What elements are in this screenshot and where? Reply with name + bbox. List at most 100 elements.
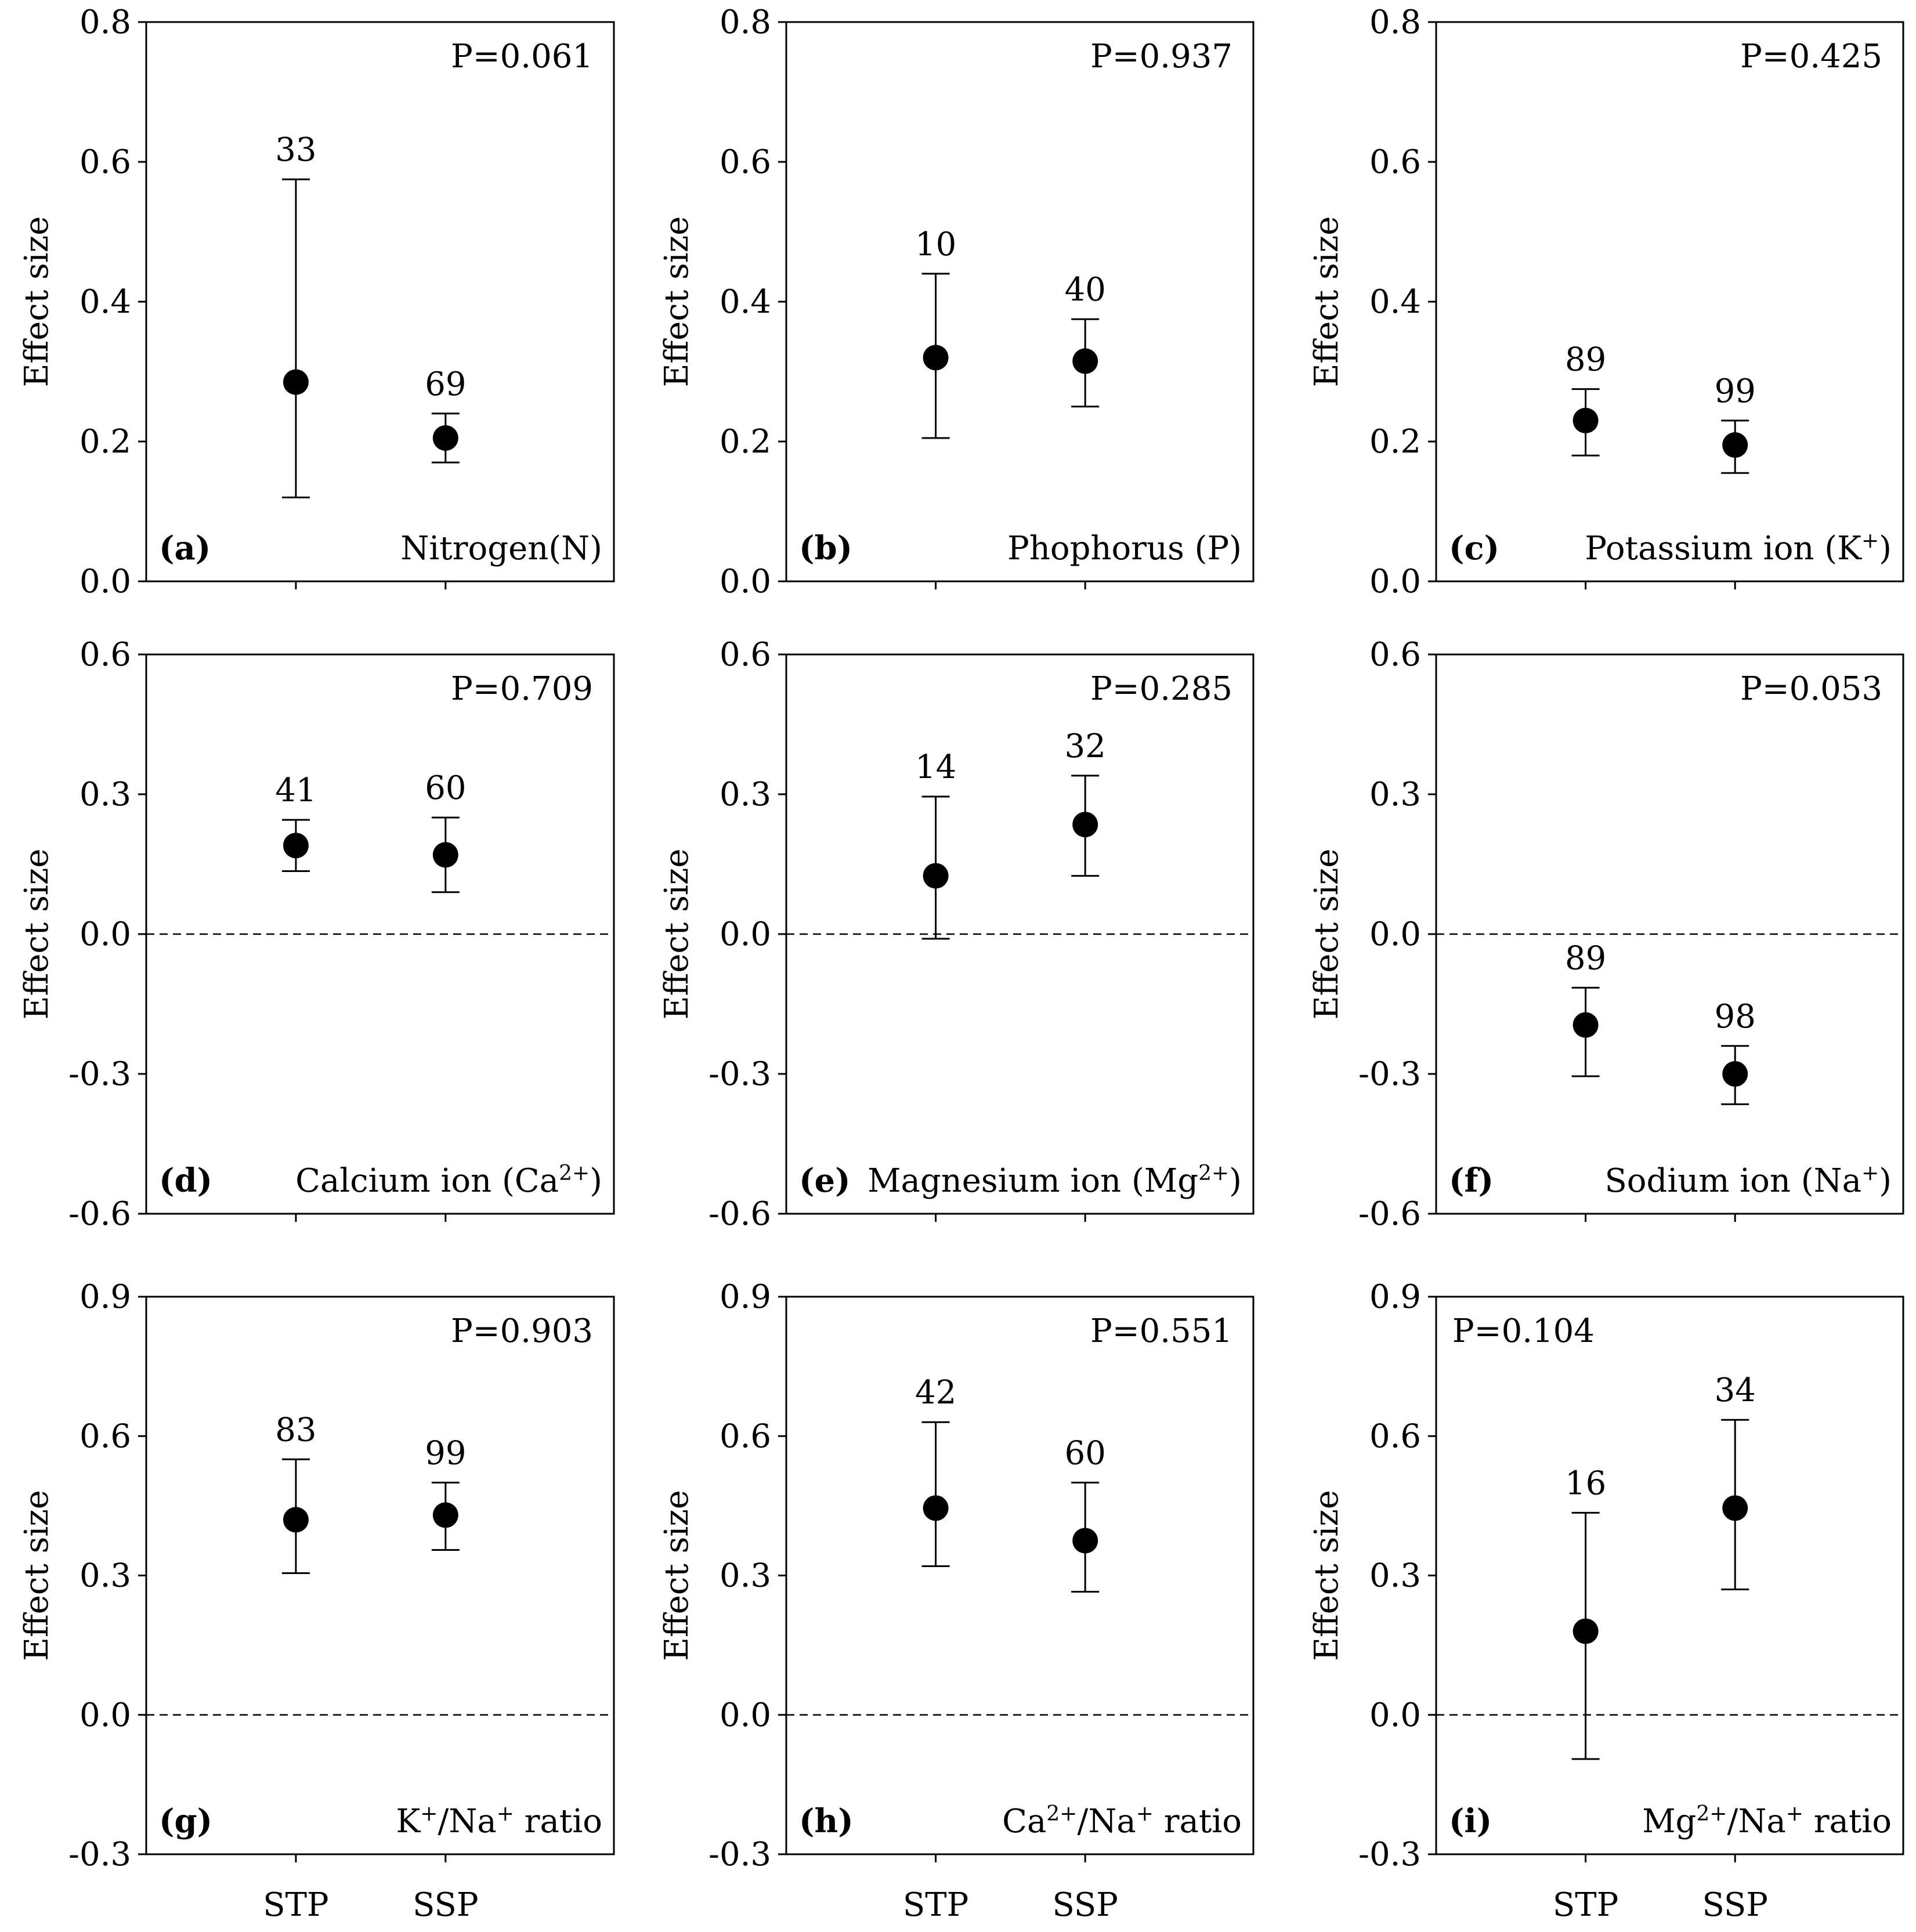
title-text: ratio bbox=[1803, 1803, 1892, 1840]
panel-title: Calcium ion (Ca2+) bbox=[295, 1162, 602, 1200]
mean-marker bbox=[432, 842, 458, 868]
y-tick-label: -0.3 bbox=[708, 1836, 771, 1873]
title-text: Calcium ion (Ca bbox=[295, 1162, 559, 1200]
sample-size-label: 40 bbox=[1065, 271, 1106, 309]
y-tick-label: -0.3 bbox=[68, 1836, 131, 1873]
sample-size-label: 60 bbox=[425, 769, 466, 807]
mean-marker bbox=[1072, 812, 1098, 838]
data-point-stp: 41 bbox=[275, 772, 317, 873]
panel-title: K+/Na+ ratio bbox=[396, 1802, 602, 1841]
y-tick-label: 0.3 bbox=[720, 776, 771, 813]
mean-marker bbox=[923, 1495, 949, 1521]
panel-letter-label: (i) bbox=[1449, 1802, 1492, 1840]
title-superscript: 2+ bbox=[1046, 1802, 1077, 1826]
y-tick-label: -0.6 bbox=[708, 1195, 771, 1233]
y-tick-label: 0.3 bbox=[79, 1557, 131, 1595]
panel-title: Sodium ion (Na+) bbox=[1604, 1162, 1892, 1200]
y-tick-label: 0.6 bbox=[79, 1417, 131, 1455]
title-text: ratio bbox=[514, 1803, 602, 1840]
panel-frame bbox=[785, 21, 1255, 583]
sample-size-label: 89 bbox=[1565, 341, 1606, 379]
panel-d: -0.6 -0.3 0.0 0.3 0.6 Effect size P=0.709 (d) Ca… bbox=[18, 636, 615, 1233]
data-point-ssp: 34 bbox=[1715, 1372, 1756, 1591]
y-tick-label: 0.6 bbox=[79, 143, 131, 181]
panel-letter-label: (e) bbox=[799, 1162, 851, 1200]
p-value-label: P=0.425 bbox=[1740, 38, 1882, 75]
y-tick-label: 0.3 bbox=[1369, 1557, 1421, 1595]
panel-a: 0.0 0.2 0.4 0.6 0.8 Effect size P=0.061 (a) Nitr… bbox=[18, 3, 615, 600]
y-tick-label: 0.9 bbox=[720, 1278, 771, 1316]
y-tick-label: -0.3 bbox=[1358, 1055, 1421, 1093]
title-text: ) bbox=[590, 1162, 602, 1200]
panel-letter-label: (h) bbox=[799, 1802, 854, 1840]
y-tick-label: 0.0 bbox=[1369, 916, 1421, 953]
p-value-label: P=0.104 bbox=[1452, 1312, 1595, 1350]
y-tick-label: 0.6 bbox=[720, 636, 771, 674]
p-value-label: P=0.551 bbox=[1090, 1312, 1232, 1350]
title-superscript: + bbox=[497, 1802, 514, 1826]
data-point-ssp: 69 bbox=[425, 366, 466, 464]
panel-f: -0.6 -0.3 0.0 0.3 0.6 Effect size P=0.053 (f) So… bbox=[1308, 636, 1904, 1233]
y-tick-label: -0.3 bbox=[1358, 1836, 1421, 1873]
data-point-stp: 14 bbox=[915, 748, 956, 940]
p-value-label: P=0.061 bbox=[451, 38, 593, 75]
panel-c: 0.0 0.2 0.4 0.6 0.8 Effect size P=0.425 (c) Pota… bbox=[1308, 3, 1904, 600]
data-point-stp: 89 bbox=[1565, 341, 1606, 457]
x-tick-label: SSP bbox=[1052, 1886, 1118, 1924]
y-tick-label: -0.3 bbox=[68, 1055, 131, 1093]
data-point-ssp: 60 bbox=[425, 769, 466, 893]
data-point-stp: 42 bbox=[915, 1374, 956, 1567]
panel-title: Ca2+/Na+ ratio bbox=[1002, 1802, 1242, 1841]
sample-size-label: 41 bbox=[275, 772, 316, 809]
y-axis-title: Effect size bbox=[1308, 216, 1346, 388]
y-tick-label: -0.6 bbox=[68, 1195, 131, 1233]
panel-letter-label: (f) bbox=[1449, 1162, 1494, 1200]
data-point-ssp: 98 bbox=[1715, 998, 1756, 1105]
panel-title: Mg2+/Na+ ratio bbox=[1642, 1802, 1892, 1841]
y-tick-label: -0.6 bbox=[1358, 1195, 1421, 1233]
y-axis-title: Effect size bbox=[658, 216, 696, 388]
mean-marker bbox=[432, 1502, 458, 1528]
panel-frame bbox=[145, 21, 615, 583]
y-tick-label: 0.6 bbox=[79, 636, 131, 674]
panel-letter-label: (g) bbox=[159, 1802, 212, 1840]
y-tick-label: 0.0 bbox=[720, 1696, 771, 1734]
y-axis-title: Effect size bbox=[18, 216, 56, 388]
panel-title: Potassium ion (K+) bbox=[1585, 529, 1892, 568]
panel-title: Nitrogen(N) bbox=[400, 530, 602, 567]
title-text: Ca bbox=[1002, 1803, 1046, 1840]
y-tick-label: 0.6 bbox=[720, 143, 771, 181]
p-value-label: P=0.285 bbox=[1090, 670, 1232, 708]
sample-size-label: 32 bbox=[1065, 728, 1106, 765]
sample-size-label: 14 bbox=[915, 748, 956, 786]
data-point-stp: 16 bbox=[1565, 1464, 1606, 1760]
y-tick-label: 0.6 bbox=[1369, 143, 1421, 181]
title-superscript: + bbox=[1861, 1162, 1879, 1185]
y-tick-label: 0.4 bbox=[79, 283, 131, 321]
sample-size-label: 42 bbox=[915, 1374, 956, 1412]
y-tick-label: 0.3 bbox=[79, 776, 131, 813]
mean-marker bbox=[432, 425, 458, 451]
title-text: /Na bbox=[438, 1803, 496, 1840]
p-value-label: P=0.903 bbox=[451, 1312, 593, 1350]
panel-frame bbox=[145, 1296, 615, 1855]
data-point-ssp: 40 bbox=[1065, 271, 1106, 408]
p-value-label: P=0.937 bbox=[1090, 38, 1232, 75]
y-tick-label: 0.2 bbox=[720, 423, 771, 461]
y-tick-label: 0.3 bbox=[1369, 776, 1421, 813]
data-point-ssp: 99 bbox=[1715, 372, 1756, 474]
title-superscript: 2+ bbox=[1198, 1162, 1229, 1185]
mean-marker bbox=[283, 833, 309, 859]
mean-marker bbox=[1572, 1012, 1599, 1038]
panel-frame bbox=[785, 1296, 1255, 1855]
mean-marker bbox=[1572, 1618, 1599, 1644]
data-point-ssp: 32 bbox=[1065, 728, 1106, 877]
x-tick-label: STP bbox=[263, 1886, 328, 1924]
y-tick-label: 0.8 bbox=[720, 3, 771, 41]
mean-marker bbox=[1722, 1061, 1748, 1087]
x-tick-label: SSP bbox=[413, 1886, 478, 1924]
y-axis-title: Effect size bbox=[658, 849, 696, 1020]
sample-size-label: 89 bbox=[1565, 939, 1606, 977]
y-tick-label: 0.6 bbox=[1369, 1417, 1421, 1455]
